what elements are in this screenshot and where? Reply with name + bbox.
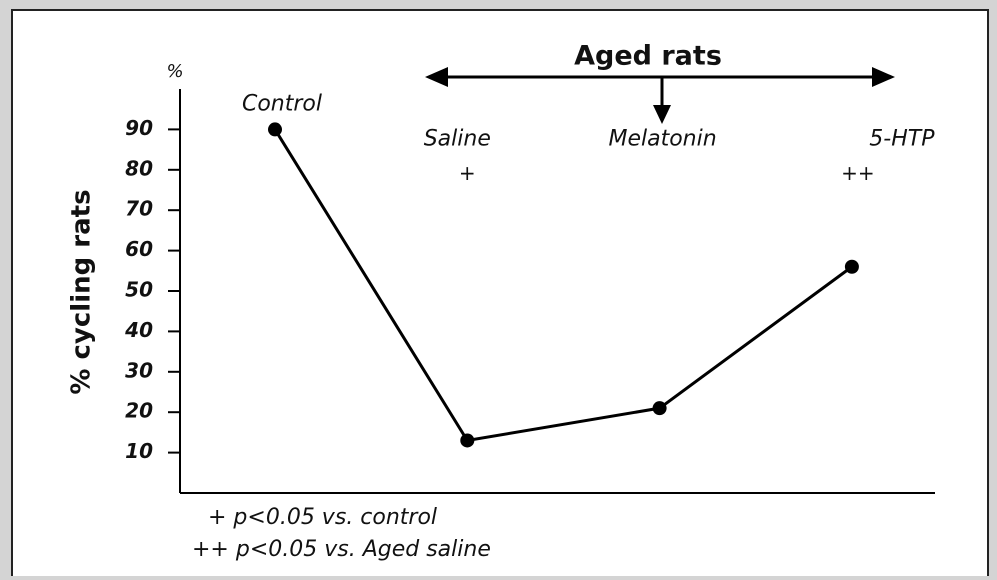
y-tick-label: 50 <box>125 278 153 302</box>
y-tick-label: 90 <box>125 116 153 140</box>
significance-mark: + <box>459 161 476 185</box>
data-point <box>652 401 667 416</box>
category-label: Control <box>242 91 322 116</box>
down-arrow-head <box>653 105 671 124</box>
y-tick-label: 60 <box>125 237 153 261</box>
y-tick-label: 20 <box>125 399 153 423</box>
data-point <box>844 259 859 274</box>
category-label: Saline <box>424 126 491 151</box>
panel <box>11 9 989 580</box>
arrow-head-left <box>425 67 448 87</box>
y-tick-label: 30 <box>125 358 153 382</box>
chart-title: Aged rats <box>574 41 722 72</box>
arrow-head-right <box>872 67 895 87</box>
y-tick-label: 40 <box>124 318 153 342</box>
data-point <box>268 122 282 137</box>
significance-mark: ++ <box>841 161 875 185</box>
y-unit: % <box>166 61 183 82</box>
y-tick-label: 80 <box>125 156 153 180</box>
y-axis-title: % cycling rats <box>67 189 97 394</box>
y-tick-label: 70 <box>125 197 153 221</box>
data-line <box>273 128 853 443</box>
footnote: ++ p<0.05 vs. Aged saline <box>192 537 491 562</box>
data-point <box>460 433 475 448</box>
footnote: + p<0.05 vs. control <box>208 505 437 530</box>
y-tick-label: 10 <box>125 439 153 463</box>
title-bg <box>560 40 760 72</box>
category-label: Melatonin <box>608 126 716 151</box>
category-label: 5-HTP <box>869 126 935 151</box>
